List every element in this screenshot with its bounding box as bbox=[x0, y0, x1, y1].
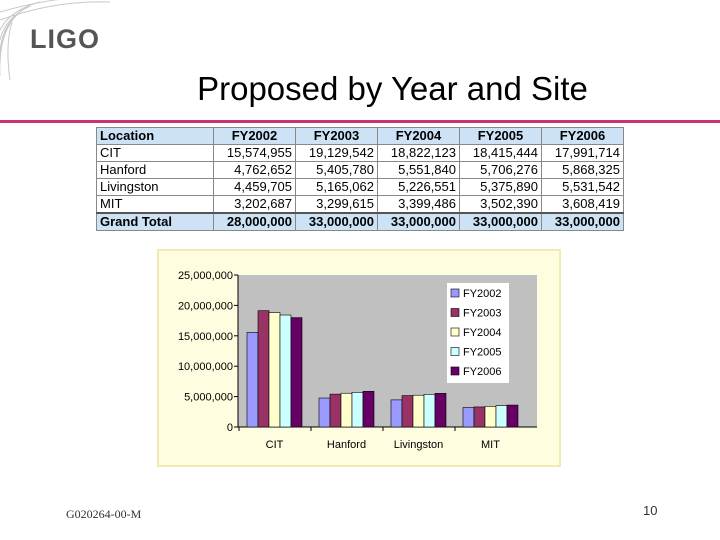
page-number: 10 bbox=[643, 503, 658, 518]
bar bbox=[412, 394, 425, 428]
bar bbox=[246, 332, 259, 428]
legend-swatch bbox=[450, 288, 460, 298]
funding-table: Location FY2002 FY2003 FY2004 FY2005 FY2006 C… bbox=[96, 127, 624, 231]
table-header-cell: FY2006 bbox=[541, 127, 624, 145]
title-divider bbox=[0, 120, 720, 123]
legend-swatch bbox=[450, 347, 460, 356]
table-row: Hanford 4,762,652 5,405,780 5,551,840 5,706,… bbox=[96, 161, 624, 179]
bar bbox=[484, 406, 497, 428]
table-cell: 3,399,486 bbox=[377, 195, 460, 214]
table-cell: 18,415,444 bbox=[459, 144, 542, 162]
table-total-cell: 33,000,000 bbox=[459, 212, 542, 231]
bar bbox=[279, 314, 292, 428]
table-header-cell: FY2005 bbox=[459, 127, 542, 145]
bar bbox=[506, 404, 519, 428]
bar bbox=[340, 392, 353, 428]
bar-chart: 0 5,000,000 10,000,000 15,000,000 20,000,000… bbox=[178, 270, 537, 451]
y-tick-label: 0 bbox=[227, 422, 233, 434]
table-cell: 17,991,714 bbox=[541, 144, 624, 162]
bar bbox=[495, 405, 508, 428]
table-cell: 5,706,276 bbox=[459, 161, 542, 179]
chart-frame: 0 5,000,000 10,000,000 15,000,000 20,000,000… bbox=[157, 249, 561, 467]
x-tick-label: Hanford bbox=[327, 439, 366, 451]
table-total-row: Grand Total 28,000,000 33,000,000 33,000,00… bbox=[96, 212, 624, 231]
legend-swatch bbox=[450, 366, 460, 376]
table-cell: Hanford bbox=[96, 161, 214, 179]
table-cell: 5,551,840 bbox=[377, 161, 460, 179]
x-tick-label: MIT bbox=[481, 439, 500, 451]
slide-title: Proposed by Year and Site bbox=[197, 70, 588, 107]
ligo-logo: LIGO bbox=[0, 0, 150, 81]
bar bbox=[434, 393, 447, 428]
table-cell: 3,202,687 bbox=[213, 195, 296, 214]
y-tick-label: 20,000,000 bbox=[178, 300, 233, 312]
table-cell: MIT bbox=[96, 195, 214, 214]
x-tick-label: CIT bbox=[266, 439, 284, 451]
bar bbox=[351, 392, 364, 428]
bar bbox=[390, 399, 403, 428]
table-row: Livingston 4,459,705 5,165,062 5,226,551 5,3… bbox=[96, 178, 624, 196]
legend-label: FY2005 bbox=[463, 347, 502, 359]
table-cell: 5,868,325 bbox=[541, 161, 624, 179]
table-cell: 5,226,551 bbox=[377, 178, 460, 196]
bar bbox=[473, 406, 486, 428]
logo-arcs-icon bbox=[0, 0, 111, 81]
table-total-cell: Grand Total bbox=[96, 212, 214, 231]
y-tick-label: 15,000,000 bbox=[178, 331, 233, 343]
table-cell: 5,531,542 bbox=[541, 178, 624, 196]
table-header-row: Location FY2002 FY2003 FY2004 FY2005 FY2006 bbox=[96, 127, 624, 145]
table-header-cell: FY2003 bbox=[295, 127, 378, 145]
bar bbox=[268, 312, 281, 428]
table-cell: Livingston bbox=[96, 178, 214, 196]
table-header-cell: FY2002 bbox=[213, 127, 296, 145]
legend-label: FY2002 bbox=[463, 288, 502, 300]
table-header-cell: Location bbox=[96, 127, 214, 145]
table-cell: 3,299,615 bbox=[295, 195, 378, 214]
document-id: G020264-00-M bbox=[66, 507, 142, 521]
y-tick-label: 5,000,000 bbox=[184, 392, 233, 404]
table-cell: 4,459,705 bbox=[213, 178, 296, 196]
legend-label: FY2003 bbox=[463, 308, 502, 320]
table-total-cell: 33,000,000 bbox=[377, 212, 460, 231]
table-row: CIT 15,574,955 19,129,542 18,822,123 18,415,… bbox=[96, 144, 624, 162]
table-cell: 3,502,390 bbox=[459, 195, 542, 214]
table-header-cell: FY2004 bbox=[377, 127, 460, 145]
bar bbox=[329, 393, 342, 428]
legend-swatch bbox=[450, 308, 460, 317]
x-tick-label: Livingston bbox=[394, 439, 444, 451]
table-cell: 3,608,419 bbox=[541, 195, 624, 214]
table-total-cell: 33,000,000 bbox=[541, 212, 624, 231]
bar bbox=[362, 391, 375, 428]
table-cell: 15,574,955 bbox=[213, 144, 296, 162]
bar bbox=[257, 310, 270, 428]
table-row: MIT 3,202,687 3,299,615 3,399,486 3,502,390 3… bbox=[96, 195, 624, 214]
bar bbox=[318, 397, 331, 428]
table-cell: 4,762,652 bbox=[213, 161, 296, 179]
table-cell: 5,405,780 bbox=[295, 161, 378, 179]
y-tick-label: 25,000,000 bbox=[178, 270, 233, 282]
bar bbox=[423, 394, 436, 428]
table-cell: CIT bbox=[96, 144, 214, 162]
legend-label: FY2004 bbox=[463, 327, 502, 339]
table-total-cell: 33,000,000 bbox=[295, 212, 378, 231]
table-cell: 18,822,123 bbox=[377, 144, 460, 162]
legend-label: FY2006 bbox=[463, 366, 502, 378]
table-cell: 5,375,890 bbox=[459, 178, 542, 196]
table-cell: 5,165,062 bbox=[295, 178, 378, 196]
bar bbox=[290, 317, 303, 428]
y-tick-label: 10,000,000 bbox=[178, 361, 233, 373]
table-cell: 19,129,542 bbox=[295, 144, 378, 162]
table-total-cell: 28,000,000 bbox=[213, 212, 296, 231]
logo-text: LIGO bbox=[30, 24, 100, 54]
bar bbox=[401, 395, 414, 428]
legend-swatch bbox=[450, 327, 460, 337]
bar bbox=[462, 407, 475, 428]
